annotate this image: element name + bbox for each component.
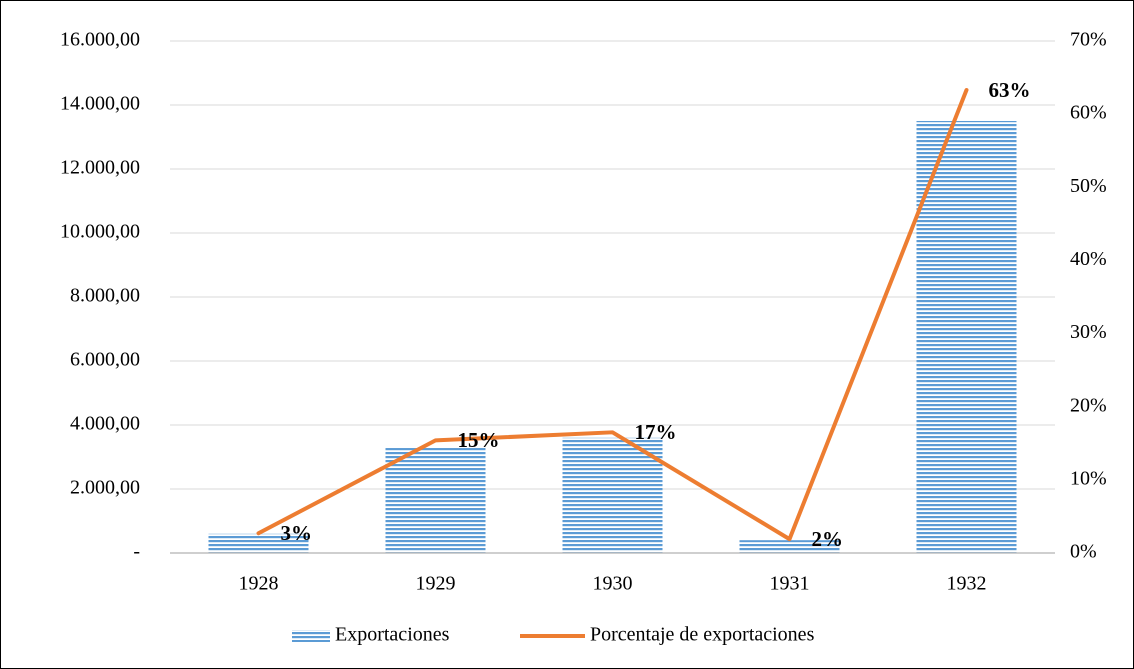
bar: [739, 540, 840, 553]
x-tick-label: 1929: [416, 573, 456, 595]
y-tick-label: 10.000,00: [60, 221, 140, 243]
y2-tick-label: 30%: [1070, 321, 1107, 343]
y-tick-label: 8.000,00: [70, 285, 140, 307]
bar: [562, 437, 663, 553]
data-label: 15%: [458, 428, 500, 452]
y2-tick-label: 60%: [1070, 102, 1107, 124]
bar: [916, 121, 1017, 553]
y2-tick-label: 0%: [1070, 541, 1097, 563]
x-tick-label: 1930: [593, 573, 633, 595]
y-tick-label: 16.000,00: [60, 29, 140, 51]
y-tick-label: 14.000,00: [60, 93, 140, 115]
y-tick-label: 2.000,00: [70, 477, 140, 499]
y-tick-label: 12.000,00: [60, 157, 140, 179]
x-tick-label: 1932: [947, 573, 987, 595]
y2-tick-label: 40%: [1070, 248, 1107, 270]
data-label: 17%: [635, 420, 677, 444]
data-label: 2%: [812, 527, 844, 551]
x-tick-label: 1931: [770, 573, 810, 595]
y2-tick-label: 50%: [1070, 175, 1107, 197]
y-tick-label: 4.000,00: [70, 413, 140, 435]
bar: [208, 533, 309, 553]
bar: [385, 448, 486, 553]
x-tick-label: 1928: [239, 573, 279, 595]
data-label: 3%: [281, 521, 313, 545]
y-tick-label: -: [133, 541, 140, 563]
line: [256, 88, 969, 542]
legend-label: Exportaciones: [335, 624, 450, 646]
y2-tick-label: 10%: [1070, 467, 1107, 489]
y2-tick-label: 20%: [1070, 394, 1107, 416]
legend-swatch: [292, 630, 330, 642]
legend-label: Porcentaje de exportaciones: [590, 624, 815, 646]
data-label: 63%: [989, 78, 1031, 102]
y2-tick-label: 70%: [1070, 29, 1107, 51]
y-tick-label: 6.000,00: [70, 349, 140, 371]
